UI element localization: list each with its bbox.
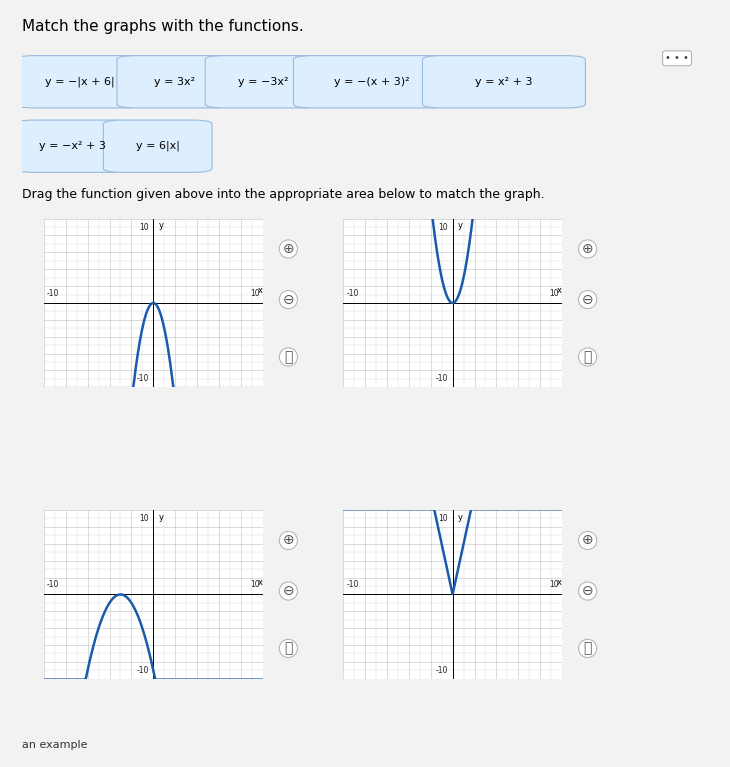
Text: 10: 10 [439,515,448,523]
Text: y = x² + 3: y = x² + 3 [475,77,533,87]
Text: 10: 10 [439,223,448,232]
Text: ⧉: ⧉ [284,350,293,364]
Text: ⊕: ⊕ [283,242,294,256]
Text: y: y [458,221,463,230]
Text: -10: -10 [346,581,358,589]
Text: -10: -10 [436,374,448,383]
Text: Drag the function given above into the appropriate area below to match the graph: Drag the function given above into the a… [22,188,545,201]
Text: • • •: • • • [665,53,689,64]
Text: -10: -10 [346,289,358,298]
Text: y = −(x + 3)²: y = −(x + 3)² [334,77,410,87]
Text: y: y [159,221,164,230]
Text: an example: an example [22,740,88,750]
Text: Match the graphs with the functions.: Match the graphs with the functions. [22,19,304,35]
Text: y: y [159,512,164,522]
FancyBboxPatch shape [15,56,144,108]
Text: -10: -10 [47,289,59,298]
FancyBboxPatch shape [15,120,131,173]
Text: x: x [556,578,561,587]
Text: y = −x² + 3: y = −x² + 3 [39,141,107,151]
Text: 10: 10 [250,581,260,589]
Text: y: y [458,512,463,522]
Text: -10: -10 [137,374,149,383]
Text: x: x [556,286,561,295]
Text: ⊖: ⊖ [283,584,294,598]
Text: -10: -10 [137,666,149,675]
Text: x: x [258,286,262,295]
Text: -10: -10 [47,581,59,589]
Text: -10: -10 [436,666,448,675]
Text: y = 3x²: y = 3x² [154,77,195,87]
FancyBboxPatch shape [293,56,450,108]
Text: ⊕: ⊕ [283,533,294,548]
FancyBboxPatch shape [423,56,585,108]
Text: 10: 10 [549,581,559,589]
Text: ⧉: ⧉ [284,641,293,656]
Text: y = −3x²: y = −3x² [238,77,288,87]
Text: 10: 10 [250,289,260,298]
FancyBboxPatch shape [104,120,212,173]
Text: ⊖: ⊖ [283,292,294,307]
Text: ⧉: ⧉ [583,641,592,656]
Text: y = −|x + 6|: y = −|x + 6| [45,77,115,87]
Text: y = 6|x|: y = 6|x| [136,141,180,151]
Text: ⊕: ⊕ [582,533,593,548]
Text: x: x [258,578,262,587]
Text: ⊕: ⊕ [582,242,593,256]
Text: 10: 10 [139,223,149,232]
Text: 10: 10 [139,515,149,523]
Text: ⧉: ⧉ [583,350,592,364]
FancyBboxPatch shape [117,56,232,108]
FancyBboxPatch shape [205,56,320,108]
Text: ⊖: ⊖ [582,292,593,307]
Text: 10: 10 [549,289,559,298]
Text: ⊖: ⊖ [582,584,593,598]
